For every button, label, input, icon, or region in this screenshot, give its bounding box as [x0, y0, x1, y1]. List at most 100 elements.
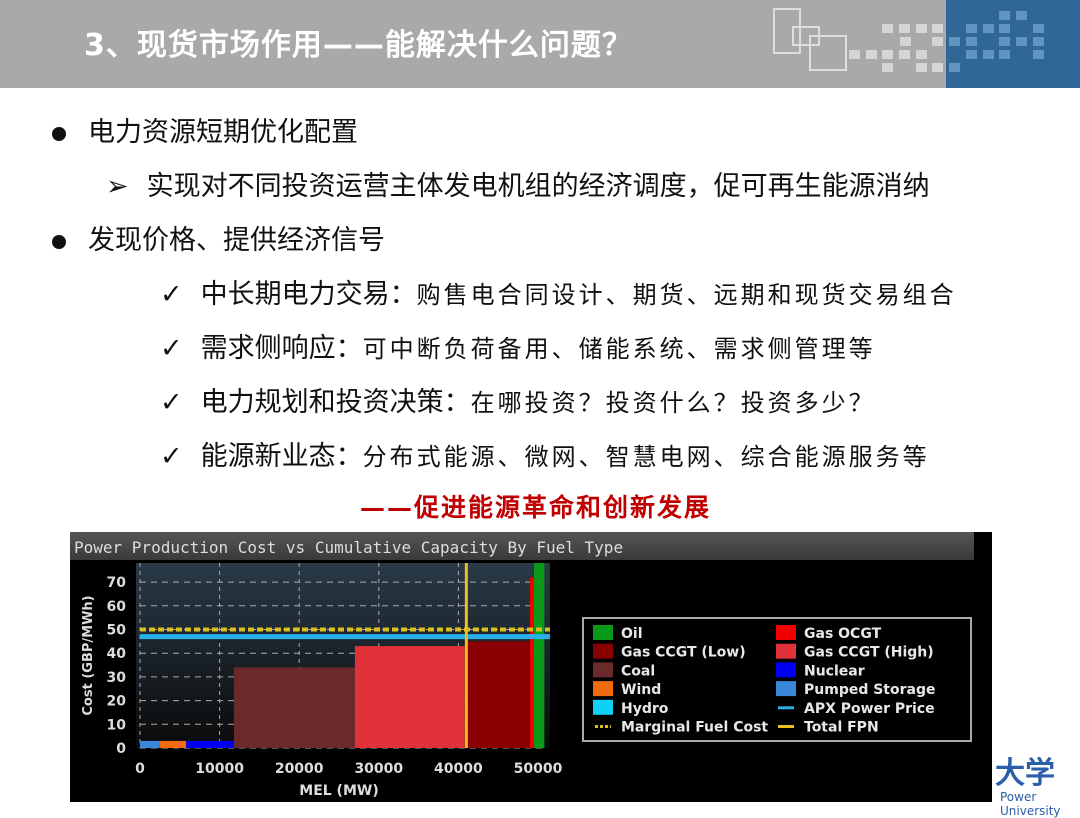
check-heading: 中长期电力交易：: [200, 279, 417, 310]
university-logo: 大学: [995, 756, 1055, 791]
square-decoration: [1033, 50, 1044, 59]
y-tick-label: 40: [107, 646, 127, 662]
check-icon: ✓: [160, 441, 183, 472]
frame-decoration: [773, 8, 801, 54]
square-decoration: [882, 63, 893, 72]
square-decoration: [999, 50, 1010, 59]
square-decoration: [1016, 37, 1027, 46]
square-decoration: [966, 50, 977, 59]
square-decoration: [882, 24, 893, 33]
legend-swatch: [776, 681, 796, 697]
bullet-dot-icon: [52, 126, 66, 141]
legend-label: Pumped Storage: [804, 682, 936, 698]
chart-image: Power Production Cost vs Cumulative Capa…: [70, 532, 992, 802]
x-tick-label: 10000: [195, 761, 244, 777]
square-decoration: [999, 37, 1010, 46]
square-decoration: [882, 50, 893, 59]
check-body: 分布式能源、微网、智慧电网、综合能源服务等: [362, 443, 930, 471]
slide-title: 3、现货市场作用——能解决什么问题？: [84, 28, 633, 63]
arrow-bullet-icon: ➢: [106, 171, 129, 202]
legend-label: Gas CCGT (Low): [621, 645, 746, 661]
slogan: ——促进能源革命和创新发展: [360, 493, 712, 522]
check-body: 在哪投资？投资什么？投资多少？: [470, 389, 876, 417]
legend-swatch: [593, 643, 613, 659]
frame-decoration: [809, 35, 847, 71]
square-decoration: [966, 37, 977, 46]
chart-svg: 0 10 20 30 40 50 60 70 0 10000 20000 30000 40000 5000…: [81, 563, 972, 799]
x-tick-label: 30000: [354, 761, 403, 777]
square-decoration: [916, 50, 927, 59]
check-icon: ✓: [160, 387, 183, 418]
x-tick-label: 50000: [514, 761, 563, 777]
legend-label: Wind: [621, 682, 661, 698]
square-decoration: [900, 37, 911, 46]
legend-swatch: [593, 625, 613, 640]
sub-bullet-text: 实现对不同投资运营主体发电机组的经济调度，促可再生能源消纳: [146, 171, 930, 202]
square-decoration: [932, 37, 943, 46]
bullet-dot-icon: [52, 234, 66, 249]
square-decoration: [983, 24, 994, 33]
square-decoration: [983, 50, 994, 59]
check-icon: ✓: [160, 279, 183, 310]
legend-swatch: [776, 662, 796, 678]
y-tick-label: 30: [107, 670, 127, 686]
y-tick-label: 20: [107, 694, 127, 710]
check-item: ✓ 能源新业态：分布式能源、微网、智慧电网、综合能源服务等: [160, 434, 930, 473]
chart-title: Power Production Cost vs Cumulative Capa…: [70, 532, 974, 560]
check-item: ✓ 需求侧响应：可中断负荷备用、储能系统、需求侧管理等: [160, 326, 876, 365]
legend-swatch: [593, 681, 613, 697]
y-tick-label: 0: [116, 741, 126, 757]
square-decoration: [999, 24, 1010, 33]
square-decoration: [932, 63, 943, 72]
square-decoration: [899, 24, 910, 33]
square-decoration: [899, 50, 910, 59]
legend-label: Total FPN: [804, 720, 879, 736]
legend-swatch: [593, 662, 613, 678]
university-logo-subtitle: Power University: [1000, 790, 1061, 818]
bar-wind: [159, 740, 187, 748]
check-heading: 能源新业态：: [200, 441, 363, 472]
legend-label: APX Power Price: [804, 701, 935, 717]
check-body: 可中断负荷备用、储能系统、需求侧管理等: [362, 335, 876, 363]
x-axis-label: MEL (MW): [299, 783, 378, 799]
legend-swatch: [776, 625, 796, 640]
legend-label: Gas CCGT (High): [804, 645, 934, 661]
bar-gas-ccgt-low-: [464, 641, 531, 748]
legend-swatch: [776, 643, 796, 659]
square-decoration: [916, 63, 927, 72]
bar-oil: [534, 563, 545, 748]
y-tick-label: 10: [107, 717, 127, 733]
legend-label: Gas OCGT: [804, 626, 882, 642]
legend-label: Nuclear: [804, 663, 865, 679]
check-item: ✓ 中长期电力交易：购售电合同设计、期货、远期和现货交易组合: [160, 272, 957, 311]
bullet-2: 发现价格、提供经济信号: [52, 218, 385, 257]
y-axis-label: Cost (GBP/MWh): [81, 595, 96, 715]
square-decoration: [949, 63, 960, 72]
legend-label: Coal: [621, 663, 655, 679]
check-heading: 电力规划和投资决策：: [200, 387, 471, 418]
check-body: 购售电合同设计、期货、远期和现货交易组合: [416, 281, 957, 309]
square-decoration: [949, 37, 960, 46]
legend-label: Oil: [621, 626, 643, 642]
square-decoration: [1016, 11, 1027, 20]
check-item: ✓ 电力规划和投资决策：在哪投资？投资什么？投资多少？: [160, 380, 876, 419]
x-tick-label: 40000: [434, 761, 483, 777]
square-decoration: [866, 50, 877, 59]
bar-coal: [233, 667, 355, 748]
y-tick-label: 70: [107, 575, 127, 591]
sub-bullet-1: ➢ 实现对不同投资运营主体发电机组的经济调度，促可再生能源消纳: [106, 164, 930, 203]
y-tick-label: 60: [107, 599, 127, 615]
bar-gas-ocgt: [530, 577, 535, 748]
square-decoration: [966, 24, 977, 33]
check-icon: ✓: [160, 333, 183, 364]
slide-header: 3、现货市场作用——能解决什么问题？: [0, 0, 1080, 88]
square-decoration: [1033, 37, 1044, 46]
bar-nuclear: [186, 740, 234, 748]
x-tick-label: 20000: [275, 761, 324, 777]
bullet-text: 发现价格、提供经济信号: [88, 225, 385, 256]
square-decoration: [932, 24, 943, 33]
square-decoration: [916, 24, 927, 33]
square-decoration: [1033, 24, 1044, 33]
legend-label: Hydro: [621, 701, 669, 717]
x-tick-label: 0: [135, 761, 145, 777]
